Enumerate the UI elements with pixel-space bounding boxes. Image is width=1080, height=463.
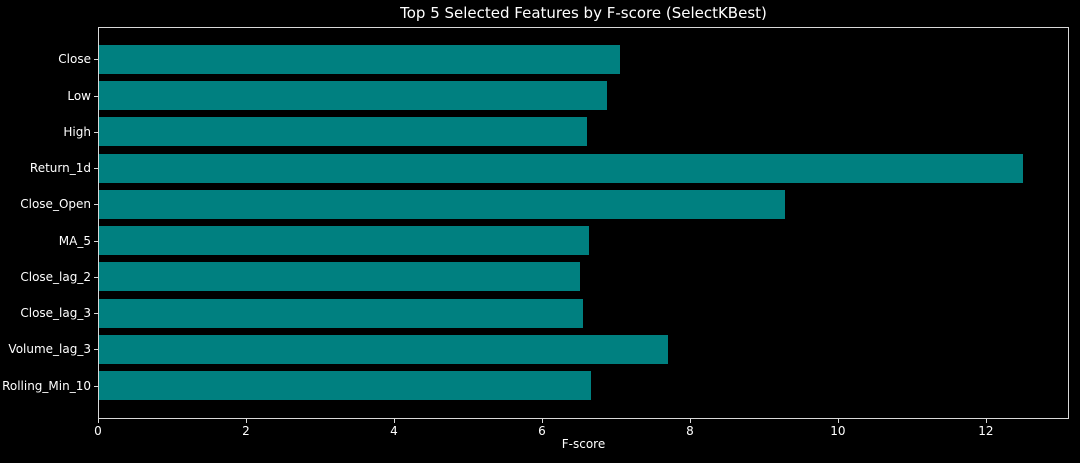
- y-tick-mark: [94, 385, 98, 387]
- y-tick-mark: [94, 168, 98, 170]
- y-tick-mark: [94, 95, 98, 97]
- bar-Volume_lag_3: [99, 334, 668, 364]
- chart-title: Top 5 Selected Features by F-score (Sele…: [400, 4, 767, 22]
- bar-Rolling_Min_10: [99, 371, 591, 401]
- bar-Close_lag_3: [99, 298, 583, 328]
- bars-layer: [99, 28, 1068, 418]
- x-tick-label: 10: [830, 424, 846, 438]
- x-tick-label: 4: [390, 424, 398, 438]
- y-tick-mark: [94, 276, 98, 278]
- y-tick-label: Volume_lag_3: [8, 342, 91, 357]
- bar-Return_1d: [99, 153, 1024, 183]
- x-tick-label: 12: [978, 424, 994, 438]
- y-tick-label: Close_lag_3: [20, 306, 91, 321]
- plot-area: [98, 27, 1069, 419]
- bar-Close_Open: [99, 189, 785, 219]
- y-tick-label: Close: [58, 52, 91, 67]
- x-tick-label: 8: [686, 424, 694, 438]
- x-tick-label: 2: [242, 424, 250, 438]
- y-tick-mark: [94, 313, 98, 315]
- bar-High: [99, 117, 587, 147]
- bar-Low: [99, 81, 607, 110]
- y-tick-label: Low: [67, 88, 91, 103]
- y-tick-mark: [94, 131, 98, 133]
- x-tick-mark: [689, 419, 691, 423]
- y-tick-mark: [94, 59, 98, 61]
- x-tick-label: 6: [538, 424, 546, 438]
- y-tick-label: MA_5: [58, 233, 91, 248]
- y-tick-mark: [94, 349, 98, 351]
- x-tick-mark: [98, 419, 99, 423]
- x-tick-label: 0: [94, 424, 102, 438]
- y-tick-label: Return_1d: [29, 161, 91, 176]
- y-tick-mark: [94, 204, 98, 206]
- x-axis-label: F-score: [561, 437, 606, 451]
- x-tick-mark: [394, 419, 395, 423]
- x-tick-mark: [985, 419, 987, 423]
- y-tick-label: Close_lag_2: [20, 269, 91, 284]
- bar-Close_lag_2: [99, 262, 580, 292]
- y-tick-label: Close_Open: [20, 197, 91, 212]
- x-tick-mark: [837, 419, 839, 423]
- bar-Close: [99, 44, 620, 74]
- x-tick-mark: [541, 419, 543, 423]
- y-tick-label: Rolling_Min_10: [2, 378, 91, 393]
- y-tick-mark: [94, 240, 98, 242]
- y-tick-label: High: [63, 124, 91, 139]
- x-tick-mark: [246, 419, 247, 423]
- bar-MA_5: [99, 226, 589, 256]
